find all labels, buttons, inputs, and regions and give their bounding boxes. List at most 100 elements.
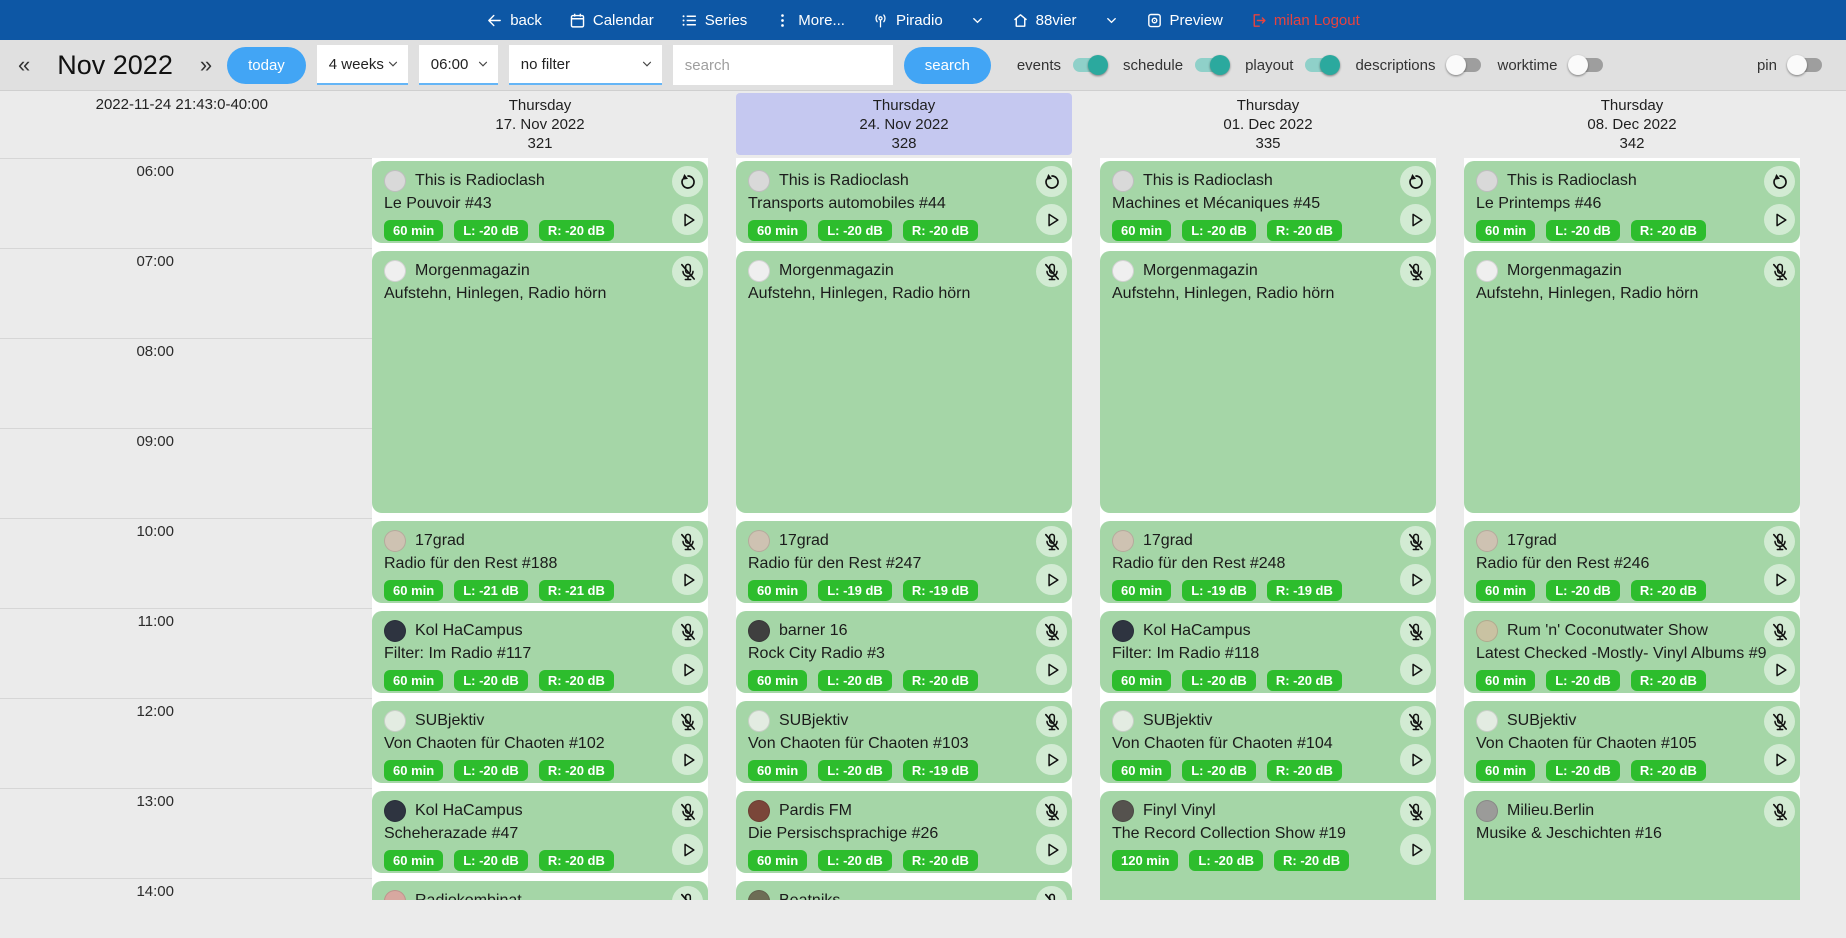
- mic-off-button[interactable]: [1036, 256, 1067, 287]
- dropdown-chevron-piradio[interactable]: [970, 13, 985, 28]
- day-column-header[interactable]: Thursday 17. Nov 2022 321: [372, 93, 708, 155]
- nav-item-more[interactable]: More...: [774, 12, 845, 29]
- mic-off-button[interactable]: [1764, 706, 1795, 737]
- mic-off-button[interactable]: [672, 616, 703, 647]
- event-card[interactable]: Pardis FM Die Persischsprachige #26 60 min…: [736, 791, 1072, 873]
- event-card[interactable]: This is Radioclash Transports automobiles…: [736, 161, 1072, 243]
- mic-off-button[interactable]: [1764, 616, 1795, 647]
- replay-button[interactable]: [672, 166, 703, 197]
- show-title: barner 16: [779, 622, 848, 639]
- search-button[interactable]: search: [903, 46, 991, 84]
- mic-off-button[interactable]: [1036, 526, 1067, 557]
- mic-off-button[interactable]: [1400, 256, 1431, 287]
- filter-select[interactable]: no filter: [508, 45, 662, 85]
- mic-off-button[interactable]: [1400, 616, 1431, 647]
- event-card[interactable]: This is Radioclash Le Printemps #46 60 min…: [1464, 161, 1800, 243]
- event-card[interactable]: SUBjektiv Von Chaoten für Chaoten #103 60 …: [736, 701, 1072, 783]
- play-button[interactable]: [1036, 744, 1067, 775]
- toggle-switch-descriptions[interactable]: [1445, 55, 1483, 75]
- mic-off-button[interactable]: [1036, 706, 1067, 737]
- mic-off-button[interactable]: [1036, 886, 1067, 900]
- event-card[interactable]: 17grad Radio für den Rest #246 60 min L: -2…: [1464, 521, 1800, 603]
- event-card[interactable]: Morgenmagazin Aufstehn, Hinlegen, Radio h…: [736, 251, 1072, 513]
- replay-button[interactable]: [1400, 166, 1431, 197]
- play-button[interactable]: [1036, 834, 1067, 865]
- event-card[interactable]: SUBjektiv Von Chaoten für Chaoten #105 60 …: [1464, 701, 1800, 783]
- play-button[interactable]: [1036, 654, 1067, 685]
- mic-off-button[interactable]: [672, 796, 703, 827]
- dropdown-chevron-station[interactable]: [1104, 13, 1119, 28]
- play-button[interactable]: [1036, 564, 1067, 595]
- play-button[interactable]: [1764, 204, 1795, 235]
- event-card[interactable]: This is Radioclash Machines et Mécaniques…: [1100, 161, 1436, 243]
- mic-off-button[interactable]: [672, 256, 703, 287]
- event-card[interactable]: Kol HaCampus Filter: Im Radio #117 60 min L…: [372, 611, 708, 693]
- day-column-header[interactable]: Thursday 24. Nov 2022 328: [736, 93, 1072, 155]
- mic-off-button[interactable]: [1036, 616, 1067, 647]
- event-card[interactable]: Morgenmagazin Aufstehn, Hinlegen, Radio h…: [1100, 251, 1436, 513]
- nav-item-back[interactable]: back: [486, 12, 542, 29]
- nav-item-calendar[interactable]: Calendar: [569, 12, 654, 29]
- nav-item-piradio[interactable]: Piradio: [872, 12, 943, 29]
- mic-off-button[interactable]: [672, 886, 703, 900]
- event-card[interactable]: SUBjektiv Von Chaoten für Chaoten #104 60 …: [1100, 701, 1436, 783]
- play-button[interactable]: [1036, 204, 1067, 235]
- range-select[interactable]: 4 weeks: [316, 45, 408, 85]
- event-card[interactable]: Kol HaCampus Scheherazade #47 60 min L: -20…: [372, 791, 708, 873]
- play-button[interactable]: [1764, 654, 1795, 685]
- event-card[interactable]: Milieu.Berlin Musike & Jeschichten #16: [1464, 791, 1800, 900]
- event-card[interactable]: 17grad Radio für den Rest #188 60 min L: -2…: [372, 521, 708, 603]
- toggle-switch-schedule[interactable]: [1193, 55, 1231, 75]
- event-card[interactable]: Morgenmagazin Aufstehn, Hinlegen, Radio h…: [372, 251, 708, 513]
- day-column-header[interactable]: Thursday 08. Dec 2022 342: [1464, 93, 1800, 155]
- play-button[interactable]: [672, 834, 703, 865]
- play-button[interactable]: [1764, 744, 1795, 775]
- nav-item-preview[interactable]: Preview: [1146, 12, 1223, 29]
- toggle-switch-pin[interactable]: [1787, 55, 1824, 75]
- mic-off-button[interactable]: [1764, 526, 1795, 557]
- event-card[interactable]: Morgenmagazin Aufstehn, Hinlegen, Radio h…: [1464, 251, 1800, 513]
- play-button[interactable]: [672, 654, 703, 685]
- mic-off-button[interactable]: [672, 526, 703, 557]
- play-button[interactable]: [672, 744, 703, 775]
- event-card[interactable]: 17grad Radio für den Rest #247 60 min L: -1…: [736, 521, 1072, 603]
- toggle-switch-worktime[interactable]: [1567, 55, 1605, 75]
- event-card[interactable]: Finyl Vinyl The Record Collection Show #1…: [1100, 791, 1436, 900]
- mic-off-button[interactable]: [1764, 256, 1795, 287]
- event-card[interactable]: 17grad Radio für den Rest #248 60 min L: -1…: [1100, 521, 1436, 603]
- play-button[interactable]: [1400, 204, 1431, 235]
- event-card[interactable]: SUBjektiv Von Chaoten für Chaoten #102 60 …: [372, 701, 708, 783]
- replay-button[interactable]: [1764, 166, 1795, 197]
- mic-off-button[interactable]: [1400, 796, 1431, 827]
- nav-item-series[interactable]: Series: [681, 12, 747, 29]
- event-card[interactable]: This is Radioclash Le Pouvoir #43 60 min L:…: [372, 161, 708, 243]
- mic-off-button[interactable]: [1400, 706, 1431, 737]
- event-card[interactable]: Kol HaCampus Filter: Im Radio #118 60 min L…: [1100, 611, 1436, 693]
- nav-item-station[interactable]: 88vier: [1012, 12, 1077, 29]
- event-card[interactable]: Radiokombinat: [372, 881, 708, 900]
- nav-item-logout[interactable]: milan Logout: [1250, 12, 1360, 29]
- toggle-switch-playout[interactable]: [1303, 55, 1341, 75]
- play-button[interactable]: [1400, 564, 1431, 595]
- event-card[interactable]: Rum 'n' Coconutwater Show Latest Checked …: [1464, 611, 1800, 693]
- mic-off-button[interactable]: [672, 706, 703, 737]
- play-button[interactable]: [672, 564, 703, 595]
- mic-off-button[interactable]: [1764, 796, 1795, 827]
- play-button[interactable]: [1400, 834, 1431, 865]
- search-input[interactable]: [672, 45, 893, 85]
- next-month-button[interactable]: »: [196, 52, 216, 78]
- mic-off-button[interactable]: [1036, 796, 1067, 827]
- prev-month-button[interactable]: «: [14, 52, 34, 78]
- replay-button[interactable]: [1036, 166, 1067, 197]
- day-column-header[interactable]: Thursday 01. Dec 2022 335: [1100, 93, 1436, 155]
- play-button[interactable]: [672, 204, 703, 235]
- toggle-switch-events[interactable]: [1071, 55, 1109, 75]
- start-time-select[interactable]: 06:00: [418, 45, 498, 85]
- play-button[interactable]: [1764, 564, 1795, 595]
- event-card[interactable]: barner 16 Rock City Radio #3 60 min L: -20 …: [736, 611, 1072, 693]
- event-card[interactable]: Beatniks: [736, 881, 1072, 900]
- mic-off-button[interactable]: [1400, 526, 1431, 557]
- today-button[interactable]: today: [227, 46, 306, 84]
- play-button[interactable]: [1400, 654, 1431, 685]
- play-button[interactable]: [1400, 744, 1431, 775]
